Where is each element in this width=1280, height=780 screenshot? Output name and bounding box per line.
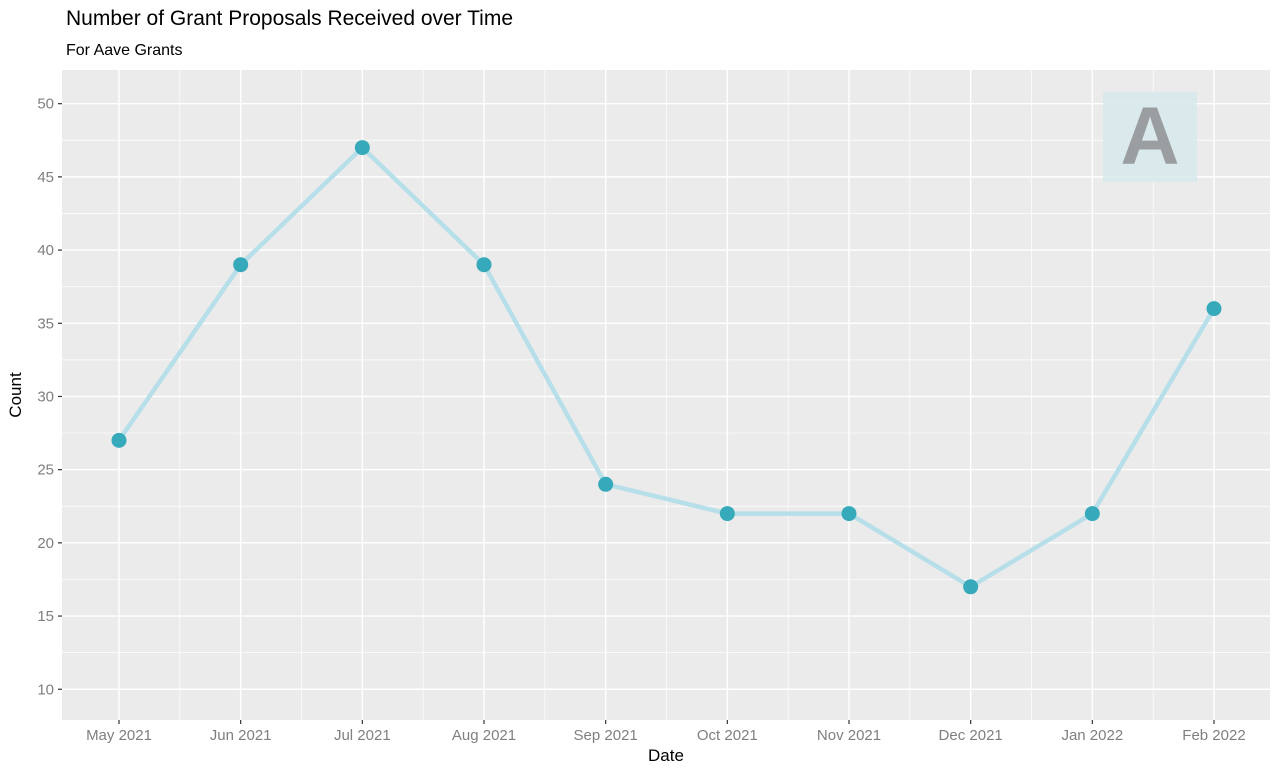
data-point-jun-2021 bbox=[233, 257, 249, 273]
x-tick-label: Nov 2021 bbox=[817, 727, 881, 744]
y-tick-label: 20 bbox=[37, 535, 54, 552]
data-point-sep-2021 bbox=[598, 476, 614, 492]
chart-title: Number of Grant Proposals Received over … bbox=[66, 7, 514, 30]
y-tick-label: 30 bbox=[37, 388, 54, 405]
y-tick-label: 10 bbox=[37, 681, 54, 698]
x-tick-label: Dec 2021 bbox=[939, 727, 1003, 744]
y-tick-label: 40 bbox=[37, 242, 54, 259]
data-point-oct-2021 bbox=[719, 506, 735, 522]
y-tick-label: 45 bbox=[37, 169, 54, 186]
chart-subtitle: For Aave Grants bbox=[66, 42, 183, 59]
x-tick-label: Oct 2021 bbox=[697, 727, 758, 744]
y-tick-label: 15 bbox=[37, 608, 54, 625]
x-tick-label: Jul 2021 bbox=[334, 727, 391, 744]
x-tick-label: Aug 2021 bbox=[452, 727, 516, 744]
y-tick-label: 50 bbox=[37, 96, 54, 113]
data-point-jan-2022 bbox=[1084, 506, 1100, 522]
y-axis-title: Count bbox=[6, 372, 25, 418]
data-point-jul-2021 bbox=[354, 140, 370, 156]
data-point-may-2021 bbox=[111, 432, 127, 448]
x-tick-label: Sep 2021 bbox=[574, 727, 638, 744]
plot-panel bbox=[62, 70, 1270, 720]
data-point-aug-2021 bbox=[476, 257, 492, 273]
x-tick-label: Jan 2022 bbox=[1061, 727, 1123, 744]
x-tick-label: Jun 2021 bbox=[210, 727, 272, 744]
y-tick-label: 35 bbox=[37, 315, 54, 332]
data-point-feb-2022 bbox=[1206, 301, 1222, 317]
data-point-nov-2021 bbox=[841, 506, 857, 522]
data-line bbox=[116, 145, 1217, 590]
data-point-dec-2021 bbox=[963, 579, 979, 595]
x-tick-label: May 2021 bbox=[86, 727, 152, 744]
x-tick-label: Feb 2022 bbox=[1182, 727, 1245, 744]
x-axis-title: Date bbox=[648, 746, 684, 765]
y-tick-label: 25 bbox=[37, 462, 54, 479]
aave-logo-icon: A bbox=[1103, 92, 1197, 182]
